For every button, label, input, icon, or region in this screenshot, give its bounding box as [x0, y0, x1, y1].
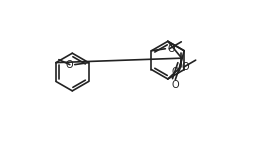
Text: O: O — [168, 44, 175, 54]
Text: O: O — [182, 62, 190, 72]
Text: O: O — [172, 80, 179, 90]
Text: O: O — [171, 67, 179, 76]
Text: O: O — [66, 60, 74, 70]
